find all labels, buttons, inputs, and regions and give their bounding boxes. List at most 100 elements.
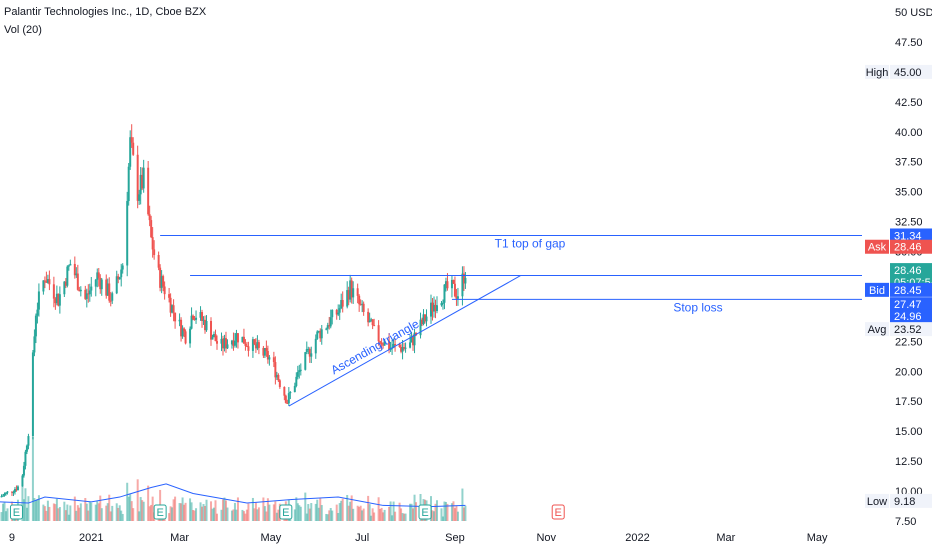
x-tick-label: 2021 [79,532,103,544]
volume-ma-line [0,483,466,508]
candle-body [392,344,395,348]
candle-body [328,325,331,327]
candle-body [12,492,15,494]
volume-bar [262,497,265,521]
volume-bar [233,502,236,521]
volume-bar [111,505,114,521]
volume-bar [96,501,99,521]
volume-bar [64,510,67,521]
candle-body [352,288,355,298]
volume-bar [350,495,353,521]
volume-bar [105,505,108,521]
earnings-marker-label: E [421,507,428,519]
volume-bar [452,501,455,521]
price-tag-box [890,493,932,508]
candle-body [63,281,66,295]
volume-bar [66,504,69,521]
volume-bar [245,509,248,521]
candle-body [394,344,397,346]
candle-body [126,201,129,266]
volume-bar [461,488,464,521]
volume-bar [171,507,174,521]
price-tag-label: Avg [868,324,887,336]
candle-body [76,273,79,290]
price-tags: 31.34Ask28.4628.4605:07:54Bid28.4527.472… [865,64,932,508]
candle-body [232,340,235,346]
price-tag-value: 27.47 [894,299,922,311]
candle-body [400,347,403,352]
candle-body [22,465,25,476]
earnings-marker [418,504,432,520]
volume-bar [201,506,204,521]
volume-bar [316,499,319,521]
volume-bar [266,498,269,521]
volume-bar [0,512,3,521]
candle-body [37,291,40,310]
candle-body [256,342,259,349]
candle-body [193,318,196,320]
price-tag-label-box [865,493,889,508]
volume-bar [328,510,331,521]
volume-bar [148,506,151,521]
candle-body [1,495,4,497]
candle-body [245,345,248,347]
candle-body [435,305,438,312]
candle-body [201,312,204,322]
y-tick-label: 12.50 [895,456,923,468]
volume-bar [341,498,344,521]
price-tag-value: 31.34 [894,230,922,242]
price-tag-value: 9.18 [894,496,915,508]
candle-body [326,325,329,329]
candle-body [283,387,286,396]
volume-bar [1,503,4,521]
volume-bar [444,502,447,521]
candle-body [295,376,298,386]
candle-body [184,331,187,344]
volume-bar [94,504,97,521]
volume-bar [78,507,81,521]
candle-body [195,317,198,320]
volume-bar [210,501,213,521]
volume-bar [57,508,60,521]
volume-bar [359,505,362,521]
ascending-triangle-label: Ascending triangle [329,316,422,377]
volume-bar [256,509,259,521]
volume-bar [190,502,193,521]
volume-bar [168,513,171,521]
volume-bar [434,503,437,521]
candle-body [289,392,292,394]
volume-bar [109,511,112,521]
candle-body [160,276,163,288]
candle-body [90,286,93,291]
candle-body [368,320,371,323]
candle-body [325,328,328,330]
volume-bar [367,495,370,521]
volume-bar [443,501,446,521]
volume-bar [441,516,444,521]
candle-body [319,330,322,339]
candle-body [42,280,45,292]
volume-bar [314,503,317,521]
candle-body [383,340,386,346]
candle-body [356,288,359,296]
volume-bar [117,507,120,521]
volume-bar [274,501,277,521]
volume-bar [84,497,87,521]
volume-bar [446,503,449,521]
volume-bar [85,503,88,521]
candle-body [55,293,58,304]
candle-body [21,475,24,487]
candle-body [36,309,39,316]
volume-bar [293,509,296,521]
candle-body [331,309,334,318]
price-tag-value: 28.46 [894,242,922,254]
volume-bar [356,505,359,521]
volume-bar [151,496,154,521]
volume-bar [230,510,233,521]
price-tag-label: Bid [869,285,885,297]
volume-bar [115,503,118,521]
price-tag-value: 28.46 [894,265,922,277]
volume-bar [97,503,100,521]
